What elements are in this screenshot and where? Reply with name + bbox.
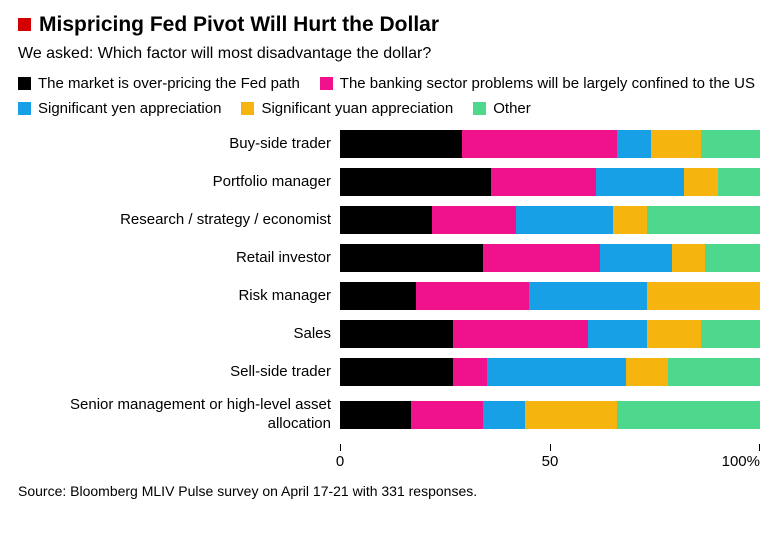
bar-segment [411, 400, 483, 429]
legend: The market is over-pricing the Fed path T… [18, 74, 760, 118]
bar-segment [482, 400, 525, 429]
legend-label: Other [493, 99, 531, 117]
bar-row: Sell-side trader [18, 358, 760, 387]
category-label: Sales [293, 324, 331, 342]
x-axis-tick-label: 100% [721, 452, 760, 470]
bar-segment [340, 206, 433, 235]
bar-segment [596, 168, 685, 197]
category-label: Portfolio manager [212, 172, 331, 190]
stacked-bar [340, 206, 760, 235]
x-axis-tick-mark [340, 443, 341, 451]
bar-segment [667, 358, 760, 387]
legend-label: The banking sector problems will be larg… [339, 75, 756, 93]
category-label: Sell-side trader [230, 362, 331, 380]
bar-segment [717, 168, 760, 197]
chart-title: Mispricing Fed Pivot Will Hurt the Dolla… [39, 13, 440, 36]
x-axis-tick-label: 50 [541, 452, 559, 470]
category-label: Retail investor [235, 248, 331, 266]
legend-item: Significant yuan appreciation [241, 99, 453, 119]
bar-segment [671, 244, 706, 273]
bar-segment [524, 400, 618, 429]
source-note: Source: Bloomberg MLIV Pulse survey on A… [18, 482, 478, 499]
bar-segment [646, 282, 760, 311]
category-label: Senior management or high-level asset al… [70, 396, 331, 432]
bar-segment [625, 358, 668, 387]
bar-segment [701, 320, 760, 349]
x-axis-tick-mark [759, 443, 760, 451]
legend-swatch-icon [241, 101, 255, 115]
x-axis-tick-mark [550, 443, 551, 451]
bar-segment [461, 130, 618, 159]
stacked-bar [340, 320, 760, 349]
bar-segment [432, 206, 517, 235]
chart-subtitle: We asked: Which factor will most disadva… [18, 45, 432, 63]
stacked-bar [340, 244, 760, 273]
bar-segment [340, 244, 483, 273]
bar-row: Buy-side trader [18, 130, 760, 159]
bar-segment [486, 358, 626, 387]
x-axis-tick-label: 0 [335, 452, 345, 470]
bar-segment [528, 282, 647, 311]
bar-segment [482, 244, 601, 273]
bar-segment [587, 320, 647, 349]
legend-label: Significant yuan appreciation [261, 99, 454, 117]
bar-segment [340, 400, 412, 429]
category-label: Risk manager [238, 286, 331, 304]
legend-item: Significant yen appreciation [18, 99, 221, 119]
bar-segment [340, 282, 416, 311]
stacked-bar [340, 400, 760, 429]
bar-segment [600, 244, 672, 273]
stacked-bar [340, 168, 760, 197]
legend-item: The market is over-pricing the Fed path [18, 74, 300, 94]
bar-row: Retail investor [18, 244, 760, 273]
title-row: Mispricing Fed Pivot Will Hurt the Dolla… [18, 12, 760, 37]
bar-segment [684, 168, 718, 197]
legend-item: The banking sector problems will be larg… [319, 74, 756, 94]
category-label: Buy-side trader [229, 134, 331, 152]
bar-segment [340, 320, 454, 349]
bar-segment [612, 206, 647, 235]
bar-segment [415, 282, 529, 311]
bar-segment [650, 130, 702, 159]
bar-segment [453, 320, 588, 349]
stacked-bar [340, 358, 760, 387]
bar-segment [705, 244, 760, 273]
bar-segment [340, 358, 454, 387]
bar-segment [340, 168, 492, 197]
bar-segment [701, 130, 760, 159]
bar-row: Sales [18, 320, 760, 349]
bar-segment [453, 358, 487, 387]
category-label: Research / strategy / economist [120, 210, 331, 228]
legend-label: Significant yen appreciation [38, 99, 222, 117]
bar-segment [340, 130, 462, 159]
legend-swatch-icon [473, 101, 487, 115]
bar-row: Senior management or high-level asset al… [18, 396, 760, 434]
stacked-bar [340, 282, 760, 311]
bar-row: Research / strategy / economist [18, 206, 760, 235]
stacked-bar [340, 130, 760, 159]
bar-segment [617, 400, 760, 429]
bar-segment [646, 206, 760, 235]
legend-swatch-icon [18, 101, 31, 115]
bar-segment [516, 206, 613, 235]
legend-label: The market is over-pricing the Fed path [38, 75, 300, 93]
stacked-bar-chart: Buy-side trader Portfolio manager Research… [18, 130, 760, 434]
bar-segment [617, 130, 651, 159]
x-axis: 0 50 100% [18, 443, 760, 472]
bloomberg-red-square-icon [18, 18, 31, 32]
legend-swatch-icon [319, 77, 333, 91]
x-axis-spacer [18, 444, 340, 472]
bar-row: Risk manager [18, 282, 760, 311]
bar-segment [491, 168, 597, 197]
legend-item: Other [473, 99, 531, 119]
bar-segment [646, 320, 702, 349]
bar-row: Portfolio manager [18, 168, 760, 197]
legend-swatch-icon [18, 77, 31, 91]
x-axis-track: 0 50 100% [336, 443, 760, 472]
